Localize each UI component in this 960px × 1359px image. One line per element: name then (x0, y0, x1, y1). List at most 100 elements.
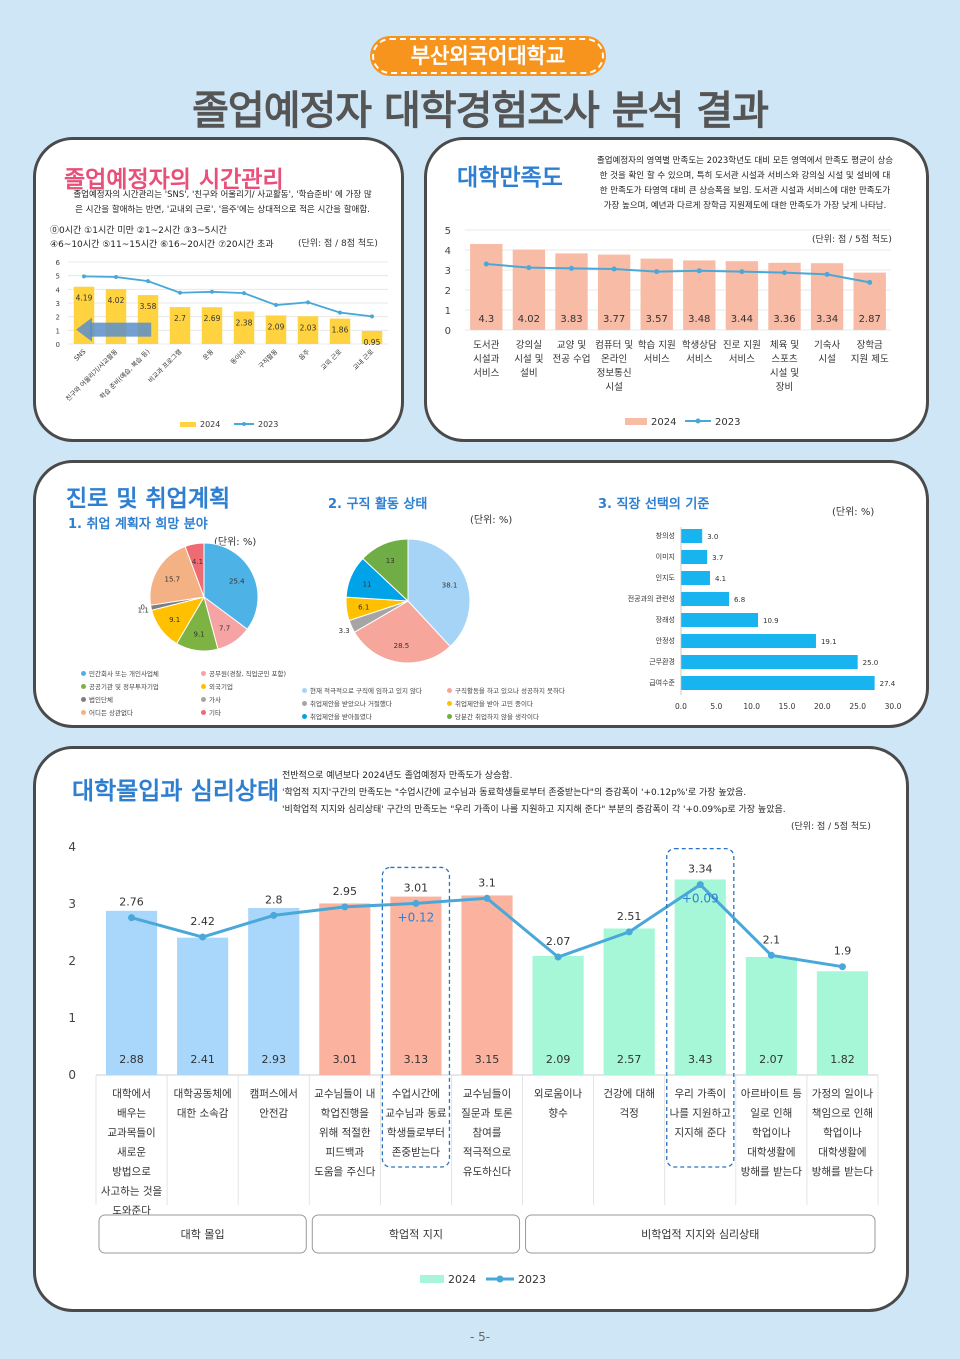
pie-slice (362, 538, 409, 603)
legend-item: 공공기관 및 정부투자기업 (81, 681, 201, 691)
pie-data-label: 3.3 (339, 627, 350, 635)
bar-2024 (390, 896, 442, 1075)
satisfaction-unit: (단위: 점 / 5점 척도) (812, 235, 892, 245)
y-tick-label: 6 (56, 259, 61, 267)
time-scale-line2: ④6~10시간 ⑤11~15시간 ⑥16~20시간 ⑦20시간 초과 (50, 240, 274, 250)
pie-slice (353, 600, 451, 664)
data-label-2024: 3.83 (560, 314, 582, 325)
data-label-2024: 4.3 (478, 314, 494, 325)
y-tick-label: 4 (56, 286, 61, 294)
point-2023 (370, 314, 374, 319)
bar (681, 634, 816, 648)
y-tick-label: 2 (445, 286, 451, 297)
legend-swatch-2024 (420, 1275, 444, 1283)
immersion-desc-line1: 전반적으로 예년보다 2024년도 졸업예정자 만족도가 상승함. (282, 771, 513, 781)
legend-item: 법인단체 (81, 694, 201, 704)
data-label-2024: 3.43 (688, 1053, 713, 1066)
legend-swatch-2024 (180, 422, 196, 427)
time-unit: (단위: 점 / 8점 척도) (298, 239, 378, 249)
y-tick-label: 0 (68, 1068, 76, 1082)
data-label-2024: 2.09 (546, 1053, 571, 1066)
bar-2024 (233, 311, 255, 344)
y-tick-label: 4 (445, 246, 451, 257)
point-2023 (128, 914, 136, 922)
trend-arrow-body (90, 322, 152, 337)
data-label-2024: 3.44 (731, 314, 753, 325)
y-tick-label: 3 (445, 266, 451, 277)
legend-item: 당분간 취업하지 않을 생각이다 (447, 711, 592, 721)
x-tick-label: 교외 근로 (319, 348, 343, 372)
data-label-2023: 3.34 (688, 863, 713, 876)
x-tick-label: 대학공동체에 대한 소속감 (174, 1088, 232, 1120)
data-label-2024: 1.82 (830, 1053, 855, 1066)
data-label-2023: 2.8 (265, 893, 283, 906)
bar-2024 (169, 307, 191, 344)
x-tick-label: 기숙사 시설 (814, 340, 840, 365)
job-status-subtitle: 2. 구직 활동 상태 (328, 497, 428, 512)
point-2023 (178, 290, 182, 295)
legend-label: 취업제안을 받아 고민 중이다 (455, 700, 533, 708)
x-tick-label: 교수님들이 질문과 토론 참여를 적극적으로 유도하신다 (461, 1088, 513, 1178)
point-2023 (838, 963, 846, 971)
delta-label: +0.12 (398, 910, 435, 924)
x-tick-label: 비교과 프로그램 (146, 347, 183, 384)
data-label: 25.0 (863, 659, 879, 667)
point-2023 (625, 928, 633, 936)
pie-data-label: 15.7 (165, 575, 181, 583)
legend-item: 구직활동을 하고 있으나 성공하지 못하다 (447, 685, 592, 695)
legend-marker-2023 (695, 418, 701, 424)
job-status-legend: 현재 적극적으로 구직에 임하고 있지 않다 구직활동을 하고 있으나 성공하지 … (302, 685, 592, 721)
data-label-2023: 2.51 (617, 910, 642, 923)
legend-label: 공무원(경찰, 직업군인 포함) (209, 670, 287, 678)
time-management-panel: 졸업예정자의 시간관리 졸업예정자의 시간관리는 'SNS', '친구와 어울리… (33, 137, 404, 442)
x-tick-label: 건강에 대해 걱정 (603, 1087, 655, 1120)
legend-label: 현재 적극적으로 구직에 임하고 있지 않다 (310, 687, 422, 695)
y-tick-label: 3 (56, 300, 60, 308)
immersion-chart: 0 1 2 3 4 2.88 2.76 대학에서 배우는 교과목들이 새로운 방법으로 사고하는 것을 도… (68, 840, 879, 1286)
y-tick-label: 급여수준 (649, 678, 675, 687)
x-tick-label: 음주 (297, 348, 311, 362)
x-tick-label: 20.0 (814, 702, 831, 711)
data-label-2024: 2.07 (759, 1053, 784, 1066)
bar (681, 529, 703, 543)
legend-label-2024: 2024 (651, 417, 676, 428)
immersion-desc-line2: '학업적 지지'구간의 만족도는 "수업시간에 교수님과 동료학생들로부터 존중… (282, 788, 747, 798)
legend-label-2024: 2024 (448, 1273, 476, 1286)
career-title: 진로 및 취업계획 (66, 486, 231, 512)
legend-item: 취업제안을 받아들였다 (302, 711, 447, 721)
data-label-2024: 3.34 (816, 314, 838, 325)
desired-field-pie: 25.4 7.7 9.1 9.1 1.10 15.7 4.1 (138, 542, 259, 652)
pie-data-label: 4.1 (192, 558, 203, 566)
data-label-2024: 2.38 (236, 318, 253, 327)
x-tick-label: 학생상담 서비스 (682, 339, 717, 365)
legend-label: 가사 (209, 696, 221, 704)
pie-data-label: 25.4 (229, 578, 245, 586)
data-label-2024: 1.86 (332, 326, 349, 335)
x-tick-label: 수업시간에 교수님과 동료 학생들로부터 존중받는다 (385, 1087, 447, 1159)
trend-arrow-head (76, 317, 92, 342)
highlight-box (381, 866, 451, 1168)
bar (681, 571, 710, 585)
satisfaction-panel: 대학만족도 졸업예정자의 영역별 만족도는 2023학년도 대비 모든 영역에서… (424, 137, 929, 442)
x-tick-label: 10.0 (743, 702, 760, 711)
legend-swatch (302, 687, 307, 693)
bar-2024 (201, 307, 223, 344)
data-label-2024: 2.93 (261, 1053, 286, 1066)
legend-label-2023: 2023 (715, 417, 740, 428)
point-2023 (867, 279, 873, 285)
point-2023 (739, 269, 745, 275)
point-2023 (199, 933, 207, 941)
data-label-2024: 4.02 (108, 296, 125, 305)
x-tick-label: SNS (72, 348, 87, 363)
point-2023 (824, 271, 830, 277)
job-criteria-unit: (단위: %) (832, 507, 875, 518)
data-label-2024: 3.01 (333, 1053, 358, 1066)
x-tick-label: 체육 및 스포츠 시설 및 장비 (770, 339, 799, 393)
y-tick-label: 1 (68, 1011, 76, 1025)
legend-item: 어디든 상관없다 (81, 707, 201, 717)
data-label-2023: 2.1 (763, 933, 781, 946)
point-2023 (526, 265, 532, 271)
y-tick-label: 2 (68, 954, 76, 968)
immersion-unit: (단위: 점 / 5점 척도) (791, 822, 871, 832)
point-2023 (611, 266, 617, 272)
